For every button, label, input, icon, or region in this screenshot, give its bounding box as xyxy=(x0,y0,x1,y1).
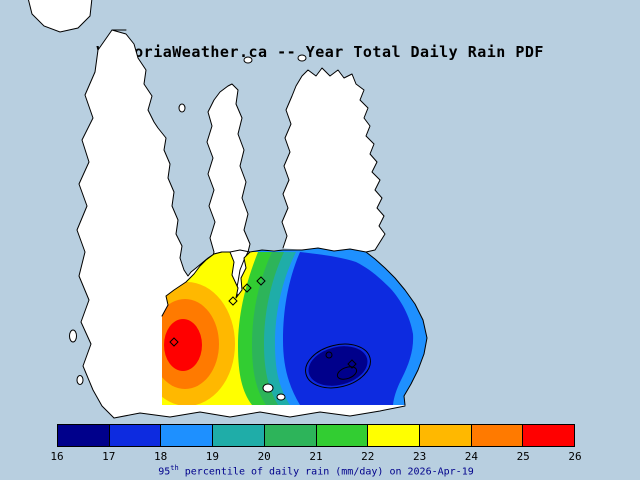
chart-title: VictoriaWeather.ca -- Year Total Daily R… xyxy=(96,43,544,61)
colorbar-segment xyxy=(471,425,524,446)
coastline-peninsula xyxy=(206,83,251,301)
coastline-west xyxy=(76,29,127,419)
colorbar-segment xyxy=(213,425,265,446)
islet xyxy=(178,103,186,113)
colorbar-segment xyxy=(368,425,420,446)
colorbar-tick: 20 xyxy=(257,450,271,463)
contour-line-16 xyxy=(305,343,371,389)
colorbar-tick: 22 xyxy=(361,450,375,463)
colorbar-segment xyxy=(419,425,472,446)
colorbar-segment xyxy=(316,425,369,446)
station-marker xyxy=(347,359,357,369)
colorbar-segment xyxy=(58,425,110,446)
land-top-left xyxy=(27,0,93,33)
colorbar xyxy=(57,424,575,447)
islet xyxy=(276,393,286,401)
colorbar-segment xyxy=(523,425,575,446)
caption-superscript: th xyxy=(170,464,179,472)
colorbar-segment xyxy=(264,425,317,446)
islet xyxy=(297,54,307,62)
colorbar-tick: 18 xyxy=(153,450,168,463)
colorbar-ticks: 16 17 18 19 20 21 22 23 24 25 26 xyxy=(0,450,640,464)
islet xyxy=(69,329,77,343)
islet-outline xyxy=(325,351,333,359)
caption-prefix: 95 xyxy=(158,466,171,478)
colorbar-tick: 16 xyxy=(50,450,64,463)
colorbar-tick: 25 xyxy=(516,450,530,463)
station-markers xyxy=(169,276,357,369)
colorbar-tick: 21 xyxy=(309,450,323,463)
coastline-east-mass xyxy=(281,67,386,253)
coastline-south xyxy=(113,405,406,419)
colorbar-tick: 26 xyxy=(568,450,582,463)
colorbar-segment xyxy=(161,425,214,446)
contour-region xyxy=(162,248,427,405)
station-marker xyxy=(256,276,266,286)
colorbar-tick: 19 xyxy=(205,450,220,463)
colorbar-segment xyxy=(109,425,162,446)
colorbar-caption: 95th percentile of daily rain (mm/day) o… xyxy=(0,464,632,477)
islet xyxy=(76,375,84,385)
land-east-mass xyxy=(282,68,385,252)
islet xyxy=(243,56,253,64)
islet-outline xyxy=(336,366,358,380)
islet xyxy=(262,383,274,393)
minimum-outlines xyxy=(262,343,371,401)
coastline-data-region xyxy=(161,247,428,406)
colorbar-tick: 17 xyxy=(102,450,116,463)
colorbar-tick: 23 xyxy=(412,450,427,463)
station-marker xyxy=(228,296,238,306)
contour-band-25-26 xyxy=(164,319,202,371)
colorbar-tick: 24 xyxy=(464,450,479,463)
colorbar-segments xyxy=(58,425,575,446)
station-marker xyxy=(169,337,179,347)
caption-rest: percentile of daily rain (mm/day) on 202… xyxy=(178,466,474,478)
station-marker xyxy=(242,283,252,293)
